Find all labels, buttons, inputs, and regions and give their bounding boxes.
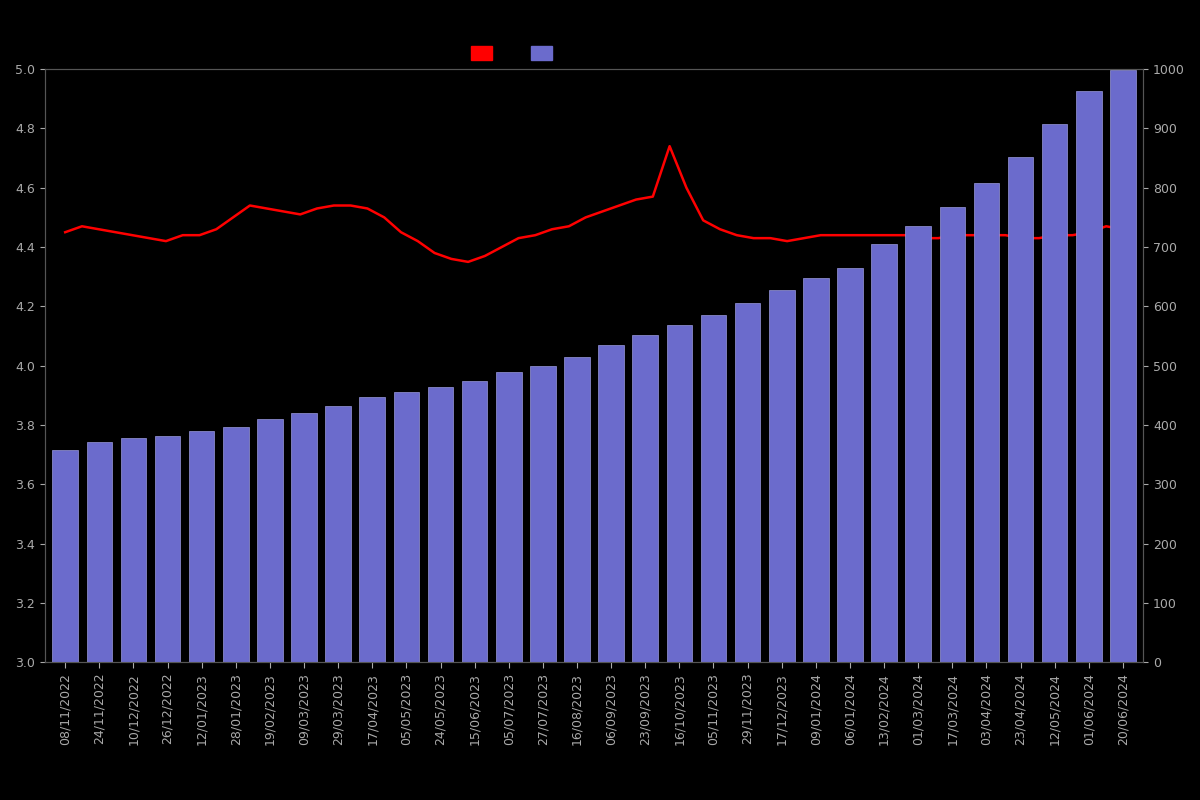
Bar [701,315,726,662]
Bar [257,419,283,662]
Bar [427,386,454,662]
Bar [360,397,385,662]
Bar [1110,70,1135,662]
Bar [155,436,180,662]
Bar [599,345,624,662]
Bar [53,450,78,662]
Bar [666,326,692,662]
Bar [496,372,522,662]
Bar [325,406,350,662]
Bar [1042,124,1068,662]
Bar [1008,157,1033,662]
Bar [973,183,1000,662]
Bar [906,226,931,662]
Bar [121,438,146,662]
Bar [871,244,896,662]
Bar [188,431,215,662]
Bar [769,290,794,662]
Bar [462,381,487,662]
Bar [1076,91,1102,662]
Bar [223,427,248,662]
Bar [292,414,317,662]
Bar [838,268,863,662]
Bar [803,278,829,662]
Legend: , : , [466,40,569,66]
Bar [734,303,761,662]
Bar [940,206,965,662]
Bar [394,393,419,662]
Bar [564,357,589,662]
Bar [530,366,556,662]
Bar [86,442,112,662]
Bar [632,335,658,662]
